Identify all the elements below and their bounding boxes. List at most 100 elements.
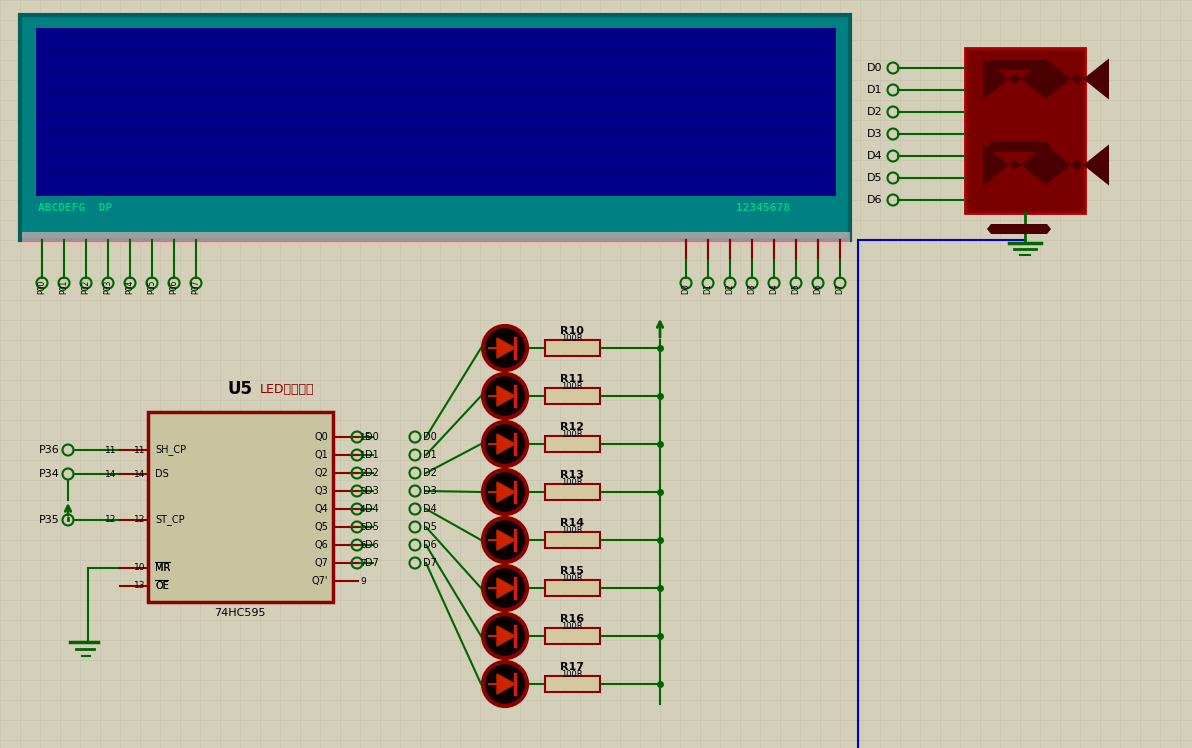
Text: 12: 12 xyxy=(105,515,116,524)
Text: 7: 7 xyxy=(360,559,366,568)
Text: 74HC595: 74HC595 xyxy=(215,608,266,618)
Text: 100R: 100R xyxy=(561,334,583,343)
Text: Q7: Q7 xyxy=(315,558,328,568)
Text: Q7': Q7' xyxy=(311,576,328,586)
Text: D5: D5 xyxy=(365,522,379,532)
Text: 100R: 100R xyxy=(561,478,583,487)
Text: R14: R14 xyxy=(560,518,584,528)
Text: P36: P36 xyxy=(39,445,60,455)
Text: P03: P03 xyxy=(104,280,112,294)
Text: R15: R15 xyxy=(560,566,584,576)
Text: D3: D3 xyxy=(867,129,882,139)
Text: 100R: 100R xyxy=(561,430,583,439)
Text: R13: R13 xyxy=(560,470,584,480)
Text: D4: D4 xyxy=(770,283,778,294)
Circle shape xyxy=(483,518,527,562)
Bar xyxy=(545,436,600,452)
Text: MR: MR xyxy=(155,563,170,573)
Polygon shape xyxy=(497,386,515,406)
Circle shape xyxy=(483,566,527,610)
Text: 13: 13 xyxy=(134,581,145,590)
Bar xyxy=(20,15,850,240)
Text: D3: D3 xyxy=(747,283,757,294)
Text: 10: 10 xyxy=(134,563,145,572)
Text: 14: 14 xyxy=(105,470,116,479)
Text: 15: 15 xyxy=(360,432,372,441)
Polygon shape xyxy=(497,674,515,694)
Text: LED点阵模块: LED点阵模块 xyxy=(260,383,315,396)
Text: 3: 3 xyxy=(360,486,366,495)
Bar xyxy=(545,676,600,692)
Text: D3: D3 xyxy=(365,486,379,496)
Text: D5: D5 xyxy=(423,522,437,532)
Text: 12345678: 12345678 xyxy=(735,203,790,213)
Polygon shape xyxy=(1045,144,1109,186)
Text: D3: D3 xyxy=(423,486,436,496)
Text: P04: P04 xyxy=(125,280,135,294)
Text: 6: 6 xyxy=(360,541,366,550)
Polygon shape xyxy=(1045,58,1109,99)
Bar xyxy=(21,232,850,246)
Text: ST_CP: ST_CP xyxy=(155,515,185,525)
Bar xyxy=(545,532,600,548)
Text: Q3: Q3 xyxy=(315,486,328,496)
Bar xyxy=(966,48,1085,213)
Bar xyxy=(545,484,600,500)
Circle shape xyxy=(483,374,527,418)
Text: D1: D1 xyxy=(867,85,882,95)
Text: 100R: 100R xyxy=(561,382,583,391)
Text: 11: 11 xyxy=(134,446,145,455)
Text: 14: 14 xyxy=(134,470,145,479)
Polygon shape xyxy=(497,338,515,358)
Bar xyxy=(545,580,600,596)
Polygon shape xyxy=(497,434,515,454)
Polygon shape xyxy=(497,578,515,598)
Text: DS: DS xyxy=(155,469,169,479)
Bar xyxy=(545,628,600,644)
Text: R12: R12 xyxy=(560,422,584,432)
Text: 100R: 100R xyxy=(561,574,583,583)
Text: D2: D2 xyxy=(365,468,379,478)
Text: Q0: Q0 xyxy=(315,432,328,442)
Text: P00: P00 xyxy=(37,280,46,294)
Polygon shape xyxy=(983,58,1047,99)
Text: ABCDEFG  DP: ABCDEFG DP xyxy=(38,203,112,213)
Circle shape xyxy=(483,470,527,514)
Text: 9: 9 xyxy=(360,577,366,586)
Text: D0: D0 xyxy=(867,63,882,73)
Text: 1: 1 xyxy=(360,450,366,459)
Circle shape xyxy=(483,422,527,466)
Text: D0: D0 xyxy=(682,283,690,294)
Text: D2: D2 xyxy=(867,107,882,117)
Polygon shape xyxy=(987,60,1051,70)
Polygon shape xyxy=(983,144,1047,186)
Text: OE: OE xyxy=(155,581,169,591)
Text: U5: U5 xyxy=(228,380,253,398)
Text: P05: P05 xyxy=(148,280,156,294)
Text: D6: D6 xyxy=(365,540,379,550)
Text: P07: P07 xyxy=(192,280,200,294)
Text: D2: D2 xyxy=(726,283,734,294)
Text: OE: OE xyxy=(155,581,169,591)
Text: D6: D6 xyxy=(867,195,882,205)
Text: Q6: Q6 xyxy=(315,540,328,550)
Text: R17: R17 xyxy=(560,662,584,672)
Text: D4: D4 xyxy=(867,151,882,161)
Circle shape xyxy=(483,662,527,706)
Text: D0: D0 xyxy=(423,432,436,442)
Bar xyxy=(545,340,600,356)
Text: P02: P02 xyxy=(81,280,91,294)
Text: Q1: Q1 xyxy=(315,450,328,460)
Text: 100R: 100R xyxy=(561,670,583,679)
Text: R10: R10 xyxy=(560,326,584,336)
Text: Q5: Q5 xyxy=(315,522,328,532)
Text: 11: 11 xyxy=(105,446,116,455)
Text: MR: MR xyxy=(155,563,170,573)
Circle shape xyxy=(483,326,527,370)
Polygon shape xyxy=(987,224,1051,234)
Text: D4: D4 xyxy=(423,504,436,514)
Bar xyxy=(36,28,836,196)
Text: D5: D5 xyxy=(791,283,801,294)
Text: D1: D1 xyxy=(423,450,436,460)
Text: P06: P06 xyxy=(169,280,179,294)
